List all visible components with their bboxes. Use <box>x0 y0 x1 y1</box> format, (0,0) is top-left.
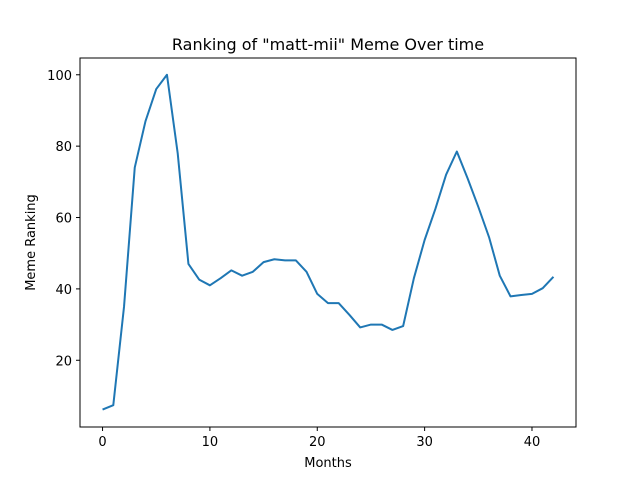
y-tick-label: 80 <box>55 140 72 155</box>
x-axis: 0 10 20 30 40 <box>98 427 540 450</box>
y-axis-label: Meme Ranking <box>24 194 39 291</box>
x-tick-label: 20 <box>309 435 326 450</box>
x-tick-label: 30 <box>416 435 433 450</box>
y-tick-label: 40 <box>55 283 72 298</box>
plot-area <box>102 73 555 411</box>
x-tick-label: 40 <box>524 435 541 450</box>
x-axis-label: Months <box>304 456 352 471</box>
x-tick-label: 0 <box>98 435 106 450</box>
y-axis: 20 40 60 80 100 <box>47 69 80 369</box>
y-tick-label: 100 <box>47 69 72 84</box>
y-tick-label: 60 <box>55 212 72 227</box>
y-tick-label: 20 <box>55 354 72 369</box>
series-line-0 <box>102 73 555 411</box>
plot-frame <box>79 57 577 428</box>
chart-title: Ranking of "matt-mii" Meme Over time <box>172 35 484 54</box>
x-tick-label: 10 <box>202 435 219 450</box>
